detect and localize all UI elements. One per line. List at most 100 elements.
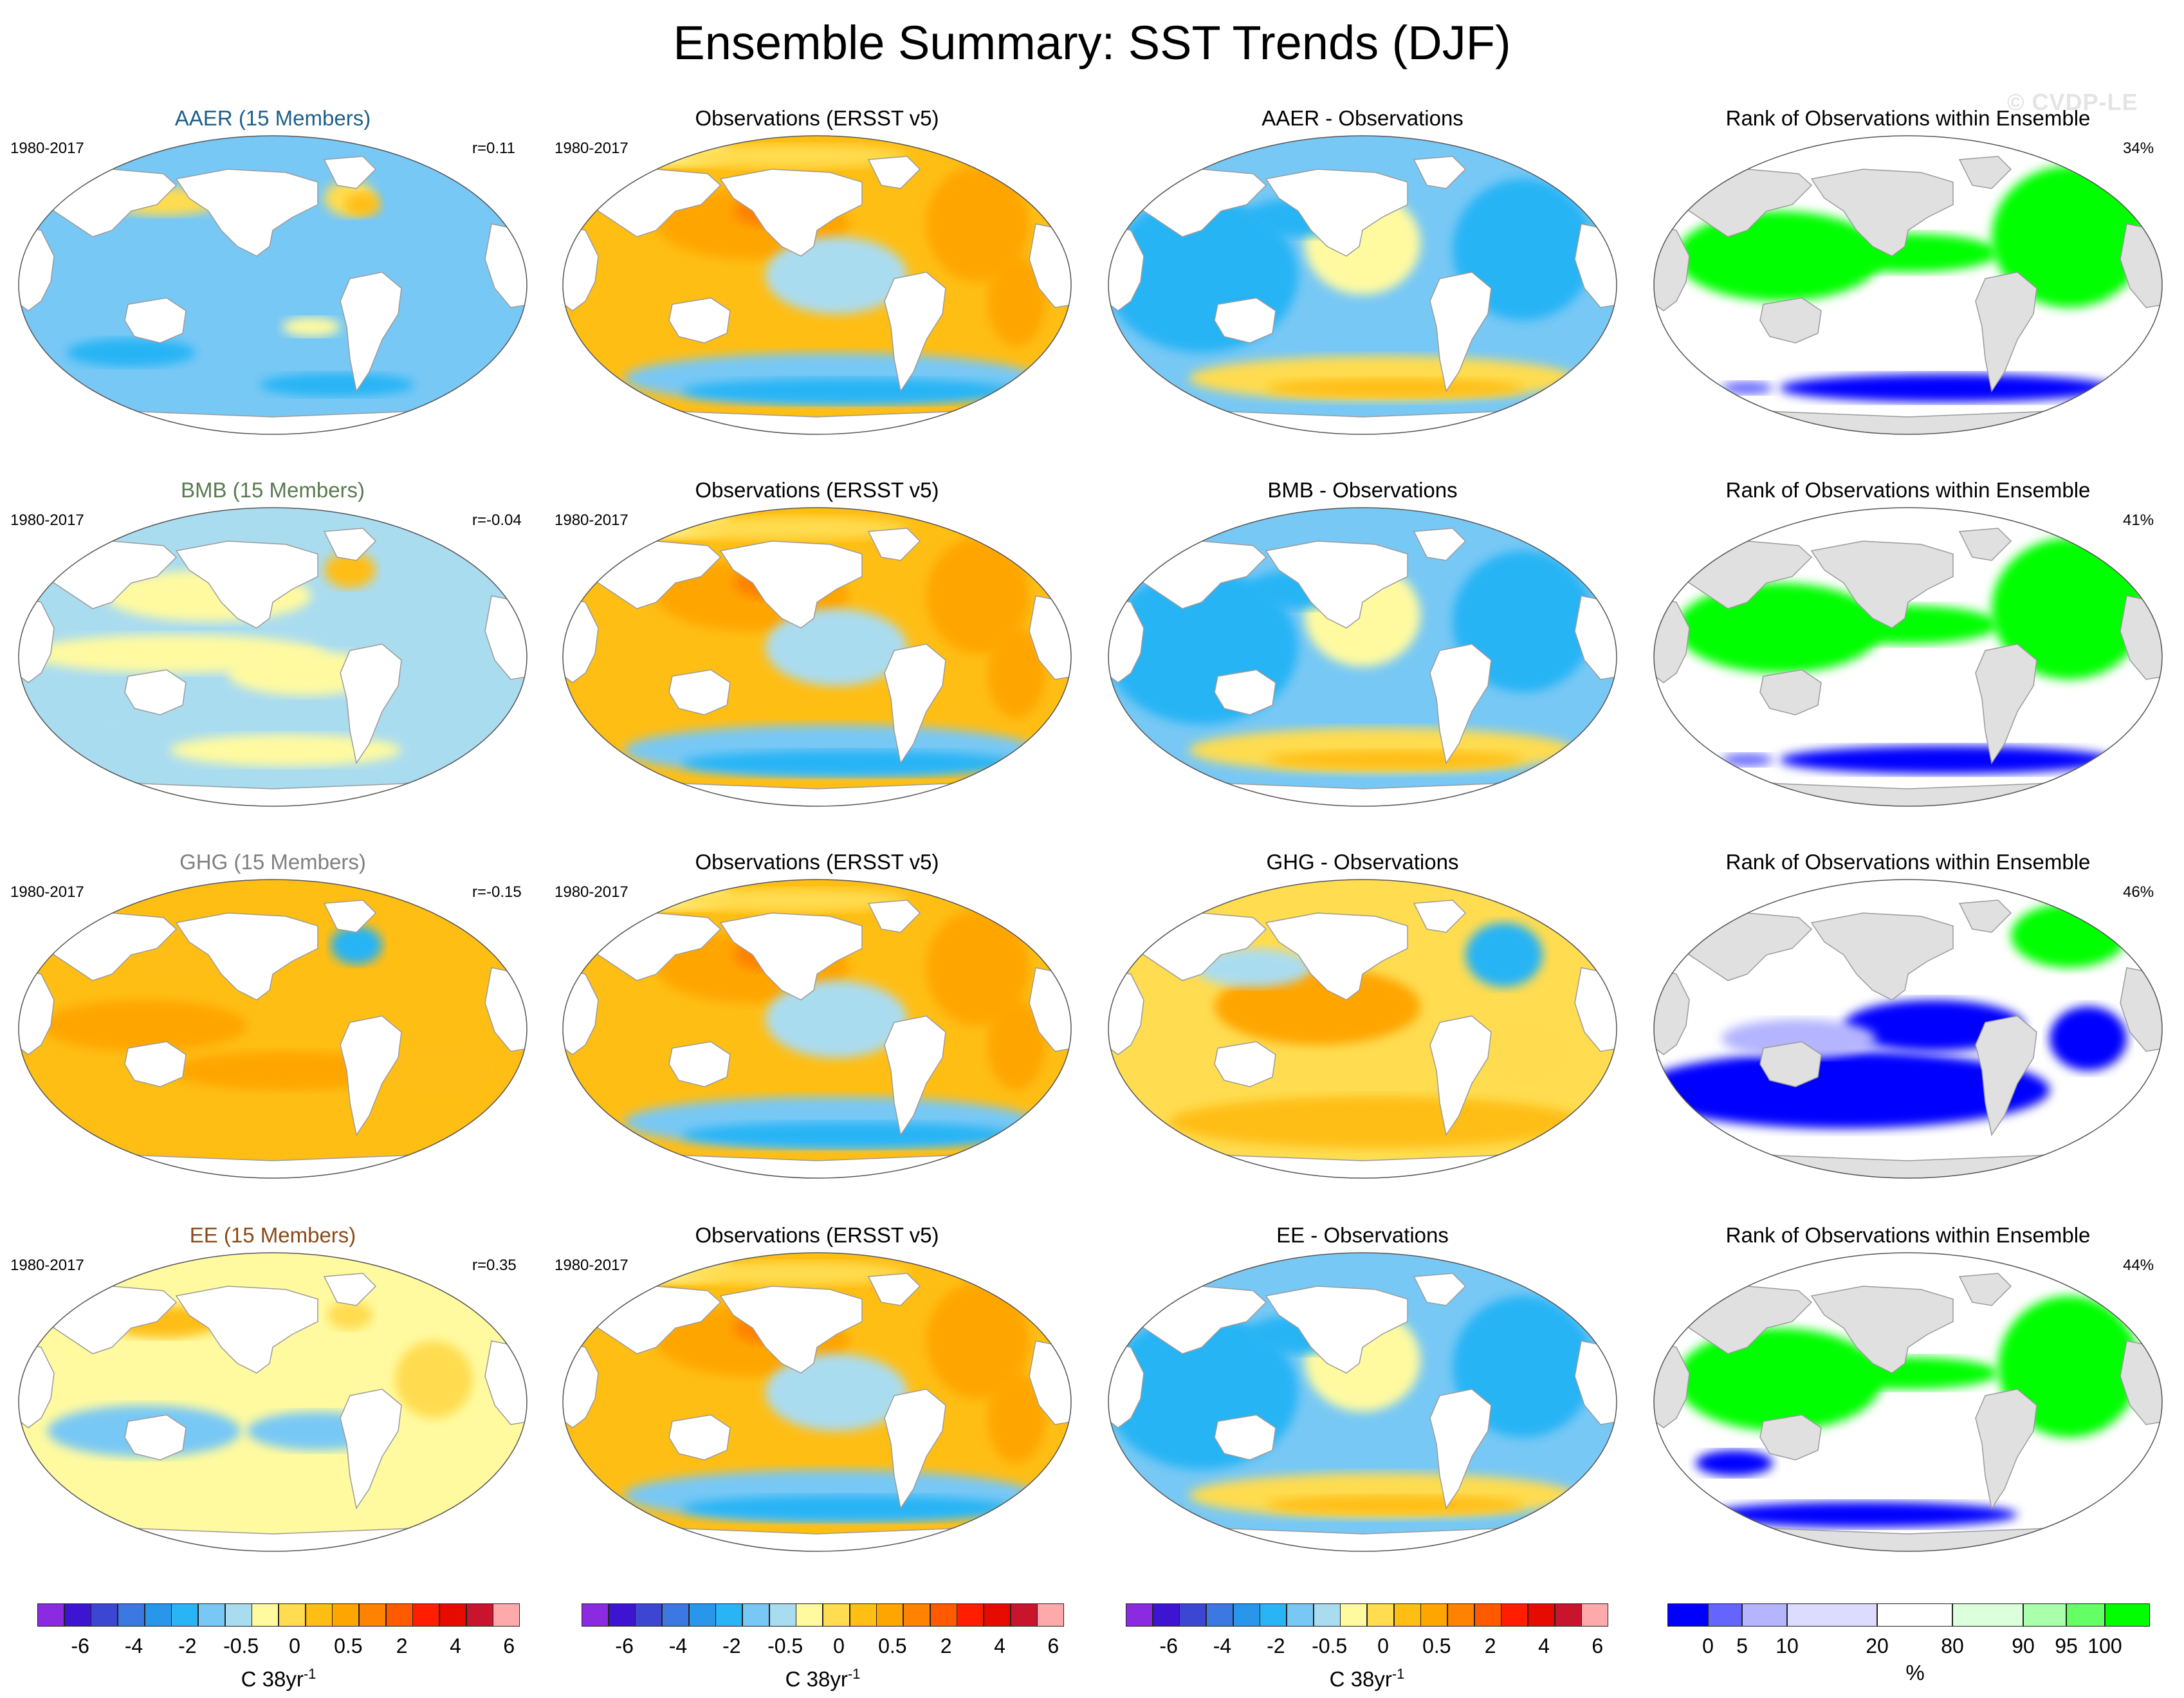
land-greenland	[867, 1273, 921, 1306]
colorbar-swatch	[1010, 1603, 1038, 1627]
colorbar-tick-label: -4	[124, 1634, 143, 1657]
colorbar-swatch	[1528, 1603, 1555, 1627]
colorbar-tick-label: -4	[1213, 1634, 1232, 1657]
rank-map	[1653, 1252, 2163, 1552]
map-border	[18, 1252, 528, 1552]
colorbar-swatch	[1313, 1603, 1341, 1627]
map-border	[18, 135, 528, 435]
colorbar-swatch	[1260, 1603, 1287, 1627]
land-greenland	[867, 900, 921, 933]
field-region	[1266, 750, 1523, 770]
colorbar-swatch	[957, 1603, 984, 1627]
rank-colorbar-tick-label: 100	[2088, 1634, 2122, 1657]
colorbar-tick-label: -0.5	[767, 1634, 803, 1657]
land-north-america	[1265, 1286, 1408, 1374]
rank-colorbar-swatch	[1877, 1603, 1952, 1627]
ensemble-trend-map	[18, 135, 528, 435]
land-greenland	[1958, 528, 2012, 561]
colorbar-swatch	[1287, 1603, 1314, 1627]
difference-trend-map	[1108, 1252, 1617, 1552]
field-region	[675, 1262, 907, 1285]
map-border	[562, 1252, 1072, 1552]
field-region	[41, 1000, 247, 1051]
land-australia	[1759, 669, 1822, 715]
field-region	[282, 317, 340, 337]
land-greenland	[867, 156, 921, 189]
rank-colorbar-swatch	[2023, 1603, 2066, 1627]
period-label: 1980-2017	[10, 140, 84, 157]
colorbar-swatch	[332, 1603, 360, 1627]
land-greenland	[323, 1273, 377, 1306]
land-south-america	[340, 643, 402, 764]
colorbar-tick-label: -0.5	[223, 1634, 259, 1657]
colorbar-swatch	[796, 1603, 823, 1627]
colorbar-swatch	[876, 1603, 904, 1627]
field-region	[675, 145, 907, 168]
field-region	[1992, 538, 2146, 679]
field-region	[1266, 1495, 1523, 1515]
colorbar-swatch	[688, 1603, 716, 1627]
colorbar-tick-label: 2	[940, 1634, 952, 1657]
land-south-america	[884, 1015, 946, 1136]
colorbar-units-exponent: -1	[847, 1666, 861, 1682]
period-label: 1980-2017	[555, 883, 629, 901]
field-region	[260, 373, 414, 396]
field-region	[345, 193, 381, 216]
pattern-correlation: r=0.11	[472, 140, 515, 157]
colorbar-units-text: C 38yr	[785, 1667, 848, 1691]
land-south-america	[1429, 272, 1492, 392]
colorbar-swatch	[1126, 1603, 1153, 1627]
land-australia	[668, 297, 731, 344]
field-region	[682, 378, 1016, 404]
land-south-america	[1429, 1015, 1492, 1136]
field-region	[675, 517, 907, 540]
colorbar-swatch	[37, 1603, 65, 1627]
field-region	[987, 1373, 1045, 1463]
colorbar-tick-label: -6	[71, 1634, 89, 1657]
period-label: 1980-2017	[10, 1257, 84, 1274]
colorbar-swatch	[984, 1603, 1011, 1627]
land-australia	[668, 1414, 731, 1461]
land-greenland	[1413, 900, 1467, 933]
rank-colorbar-tick-label: 20	[1866, 1634, 1889, 1657]
colorbar-swatch	[1501, 1603, 1528, 1627]
field-region	[987, 256, 1045, 346]
ensemble-trend-map	[18, 1252, 528, 1552]
rank-colorbar-tick-label: 5	[1736, 1634, 1748, 1657]
colorbar-swatch	[91, 1603, 118, 1627]
map-border	[18, 879, 528, 1179]
pattern-correlation: r=-0.04	[472, 512, 522, 529]
rank-colorbar-swatch	[1742, 1603, 1787, 1627]
difference-panel-title: EE - Observations	[1276, 1223, 1449, 1247]
map-border	[18, 507, 528, 807]
colorbar-tick-label: -2	[178, 1634, 197, 1657]
field-region	[926, 166, 1029, 282]
land-north-america	[719, 912, 863, 1001]
field-region	[170, 1051, 401, 1090]
rank-map	[1653, 879, 2163, 1179]
field-region	[926, 910, 1029, 1026]
land-north-america	[1810, 169, 1954, 257]
colorbar-tick-label: 6	[1047, 1634, 1060, 1657]
field-region	[1992, 166, 2146, 308]
rank-panel-title: Rank of Observations within Ensemble	[1725, 850, 2091, 874]
land-north-america	[1265, 912, 1408, 1001]
observations-trend-map	[562, 507, 1072, 807]
field-region	[1779, 374, 2114, 402]
field-region	[1696, 1450, 1773, 1476]
colorbar-swatch	[1340, 1603, 1368, 1627]
colorbar-units: C 38yr-1	[241, 1661, 317, 1692]
field-region	[1465, 923, 1543, 987]
land-north-america	[1810, 912, 1954, 1001]
colorbar-tick-label: 0	[833, 1634, 845, 1657]
difference-trend-map	[1108, 507, 1617, 807]
watermark: © CVDP-LE	[2007, 89, 2138, 115]
land-australia	[668, 669, 731, 715]
colorbar-swatch	[252, 1603, 279, 1627]
land-north-america	[719, 169, 863, 257]
colorbar-swatch	[64, 1603, 91, 1627]
rank-percent: 34%	[2123, 140, 2154, 157]
pattern-correlation: r=0.35	[472, 1257, 517, 1274]
period-label: 1980-2017	[555, 512, 629, 529]
colorbar-swatch	[823, 1603, 850, 1627]
